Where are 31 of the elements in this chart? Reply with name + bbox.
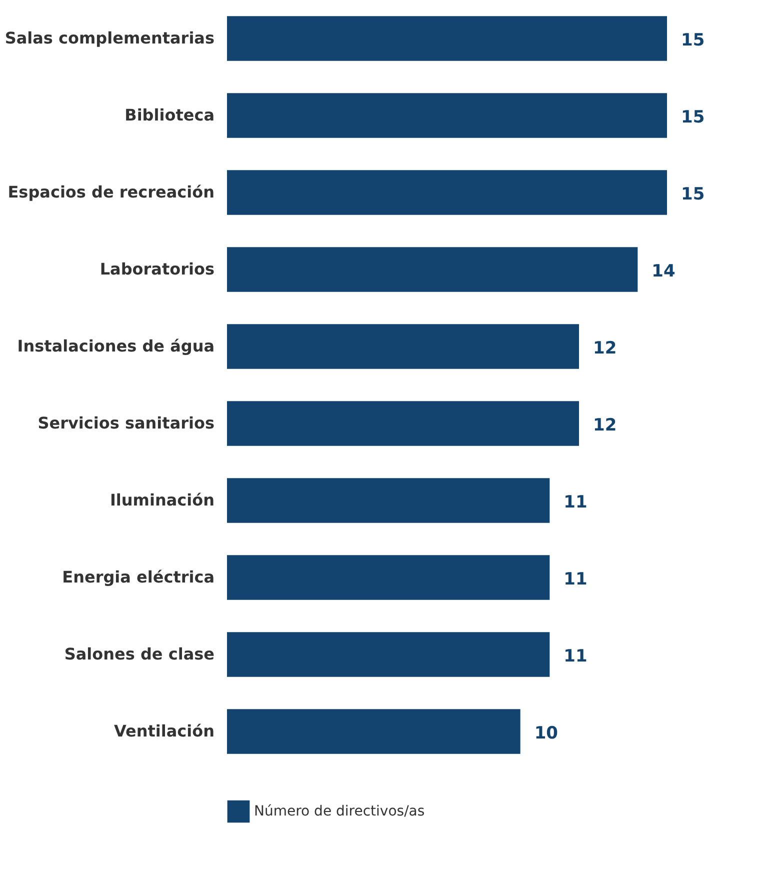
data-label: 11 <box>564 492 588 512</box>
bar <box>227 170 667 215</box>
y-tick-label: Salas complementarias <box>4 28 214 48</box>
y-tick-label: Servicios sanitarios <box>38 414 214 432</box>
data-label: 12 <box>593 416 617 436</box>
data-label: 10 <box>534 724 558 744</box>
data-label: 11 <box>564 646 588 666</box>
y-tick-label: Instalaciones de água <box>17 336 214 356</box>
bar <box>227 16 667 61</box>
bar <box>227 247 638 292</box>
y-tick-label: Iluminación <box>110 490 214 510</box>
data-label: 11 <box>564 570 588 590</box>
bar <box>227 93 667 138</box>
y-tick-label: Salones de clase <box>64 644 215 664</box>
y-tick-label: Ventilación <box>114 722 214 740</box>
data-label: 14 <box>652 262 676 282</box>
bar <box>227 401 579 446</box>
y-tick-label: Energia eléctrica <box>62 568 214 586</box>
data-label: 15 <box>681 184 705 204</box>
bar <box>227 709 520 754</box>
bar <box>227 555 550 600</box>
bar <box>227 324 579 369</box>
y-tick-label: Laboratorios <box>100 260 214 278</box>
data-label: 15 <box>681 108 705 128</box>
bar <box>227 478 550 523</box>
y-tick-label: Biblioteca <box>124 106 214 124</box>
data-label: 15 <box>681 30 705 50</box>
legend-label: Número de directivos/as <box>254 804 425 820</box>
data-label: 12 <box>593 338 617 358</box>
bar <box>227 632 550 677</box>
y-tick-label: Espacios de recreación <box>8 182 214 202</box>
